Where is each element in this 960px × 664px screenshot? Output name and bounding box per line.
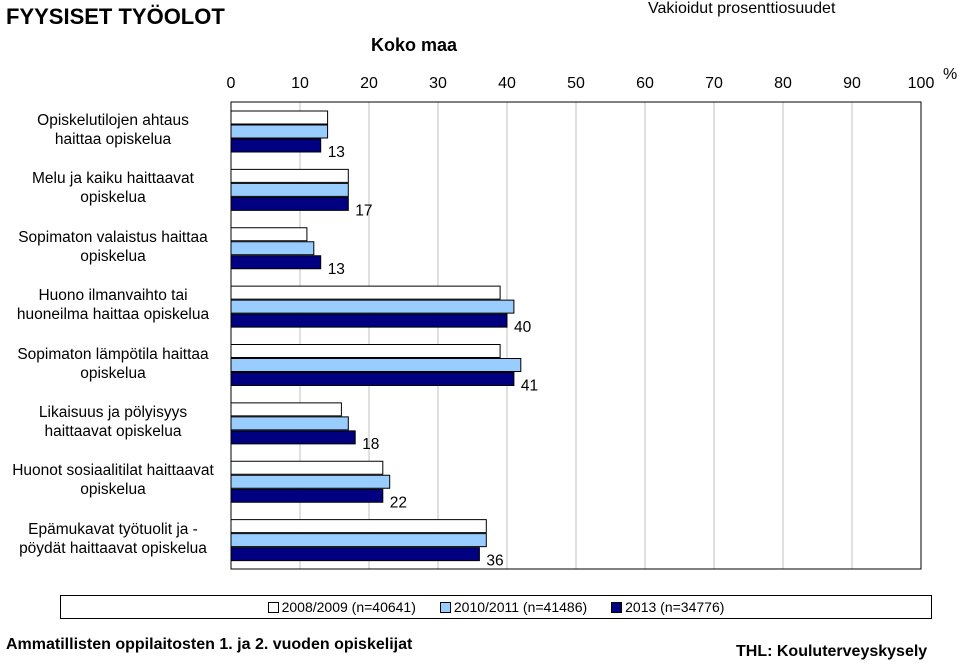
bar — [230, 402, 342, 417]
category-label-line: Huonot sosiaalitilat haittaavat — [12, 462, 214, 480]
category-label-line: huoneilma haittaa opiskelua — [16, 306, 210, 324]
x-tick-label: 40 — [498, 75, 516, 92]
legend-item: 2010/2011 (n=41486) — [439, 599, 588, 615]
data-label: 22 — [390, 494, 407, 511]
category-label-line: Melu ja kaiku haittaavat — [32, 170, 194, 188]
x-tick-label: 100 — [908, 75, 935, 92]
x-tick-label: 50 — [567, 75, 585, 92]
category-label-line: opiskelua — [80, 247, 146, 265]
category-label: Likaisuus ja pölyisyys haittaavat opiskel… — [0, 403, 226, 441]
category-label-line: haittaavat opiskelua — [44, 422, 182, 440]
legend-item: 2013 (n=34776) — [611, 599, 724, 615]
bar — [230, 372, 515, 386]
x-tick-label: 10 — [291, 75, 309, 92]
bar — [230, 460, 384, 475]
legend-label: 2008/2009 (n=40641) — [281, 599, 416, 615]
bar — [230, 430, 356, 445]
legend-swatch — [267, 601, 279, 613]
x-tick-label: 70 — [705, 75, 723, 92]
category-label-line: Likaisuus ja pölyisyys — [38, 403, 188, 421]
legend-swatch — [439, 601, 451, 613]
x-tick-label: 30 — [429, 75, 447, 92]
x-tick-label: 20 — [360, 75, 378, 92]
bar — [230, 313, 508, 328]
bar — [230, 124, 329, 139]
data-label: 13 — [328, 144, 345, 161]
category-label-line: Huono ilmanvaihto tai — [38, 287, 188, 305]
data-label: 18 — [362, 436, 379, 453]
bar — [230, 196, 349, 211]
data-label: 40 — [514, 319, 532, 336]
category-label-line: Opiskelutilojen ahtaus — [37, 112, 189, 129]
data-label: 41 — [521, 378, 538, 395]
footer-source-label: THL: Kouluterveyskysely — [736, 643, 928, 660]
legend-item: 2008/2009 (n=40641) — [267, 599, 416, 615]
bar — [230, 182, 349, 197]
category-label: Sopimaton valaistus haittaa opiskelua — [0, 228, 226, 266]
category-label-line: haittaa opiskelua — [54, 131, 172, 148]
bar — [230, 416, 349, 431]
bar — [230, 358, 522, 372]
bar — [230, 488, 384, 503]
category-label: Epämukavat työtuolit ja - pöydät haittaav… — [0, 520, 226, 558]
x-tick-label: 0 — [227, 75, 236, 92]
category-label-line: Epämukavat työtuolit ja - — [28, 520, 198, 538]
category-label: Huonot sosiaalitilat haittaavat opiskelua — [0, 461, 226, 499]
category-label: Huono ilmanvaihto tai huoneilma haittaa o… — [0, 286, 226, 324]
plot-area — [230, 101, 922, 570]
bar — [230, 344, 501, 358]
category-label-line: pöydät haittaavat opiskelua — [19, 539, 207, 557]
data-label: 36 — [486, 553, 503, 570]
bar — [230, 168, 349, 183]
x-tick-label: 80 — [774, 75, 792, 92]
bar — [230, 299, 515, 314]
data-label: 13 — [328, 261, 345, 278]
legend-swatch — [611, 601, 623, 613]
category-label: Sopimaton lämpötila haittaa opiskelua — [0, 345, 226, 383]
bar — [230, 285, 501, 300]
category-label-line: Sopimaton valaistus haittaa — [18, 228, 208, 246]
bar — [230, 533, 487, 548]
x-tick-label: 90 — [843, 75, 861, 92]
category-label: Melu ja kaiku haittaavat opiskelua — [0, 169, 226, 207]
bar — [230, 110, 329, 125]
bar — [230, 138, 322, 153]
axis-unit-label: % — [943, 66, 958, 83]
legend-label: 2010/2011 (n=41486) — [453, 599, 588, 615]
x-tick-label: 60 — [636, 75, 654, 92]
bar — [230, 241, 315, 256]
legend-label: 2013 (n=34776) — [625, 599, 725, 615]
bar — [230, 519, 487, 534]
category-label-line: Sopimaton lämpötila haittaa — [17, 345, 209, 363]
bar — [230, 474, 391, 489]
bar — [230, 227, 308, 242]
legend: 2008/2009 (n=40641) 2010/2011 (n=41486) 20… — [60, 595, 932, 619]
bar-chart: 0 10 20 30 40 50 60 70 80 90 100 13 17 13 40 41 18 22 36 — [227, 75, 935, 570]
footer-population-label: Ammatillisten oppilaitosten 1. ja 2. vuo… — [6, 636, 413, 653]
bar — [230, 547, 480, 562]
category-label-line: opiskelua — [80, 481, 146, 499]
bar — [230, 255, 322, 270]
category-label-line: opiskelua — [80, 189, 146, 207]
category-label-line: opiskelua — [80, 364, 146, 382]
category-label: Opiskelutilojen ahtaus haittaa opiskelua — [0, 111, 226, 149]
chart-title: Koko maa — [371, 35, 458, 55]
data-label: 17 — [355, 202, 372, 219]
category-labels: Opiskelutilojen ahtaus haittaa opiskelua M… — [0, 0, 230, 580]
chart-subtitle: Vakioidut prosenttiosuudet — [648, 0, 836, 17]
page-title: FYYSISET TYÖOLOT — [6, 4, 225, 29]
